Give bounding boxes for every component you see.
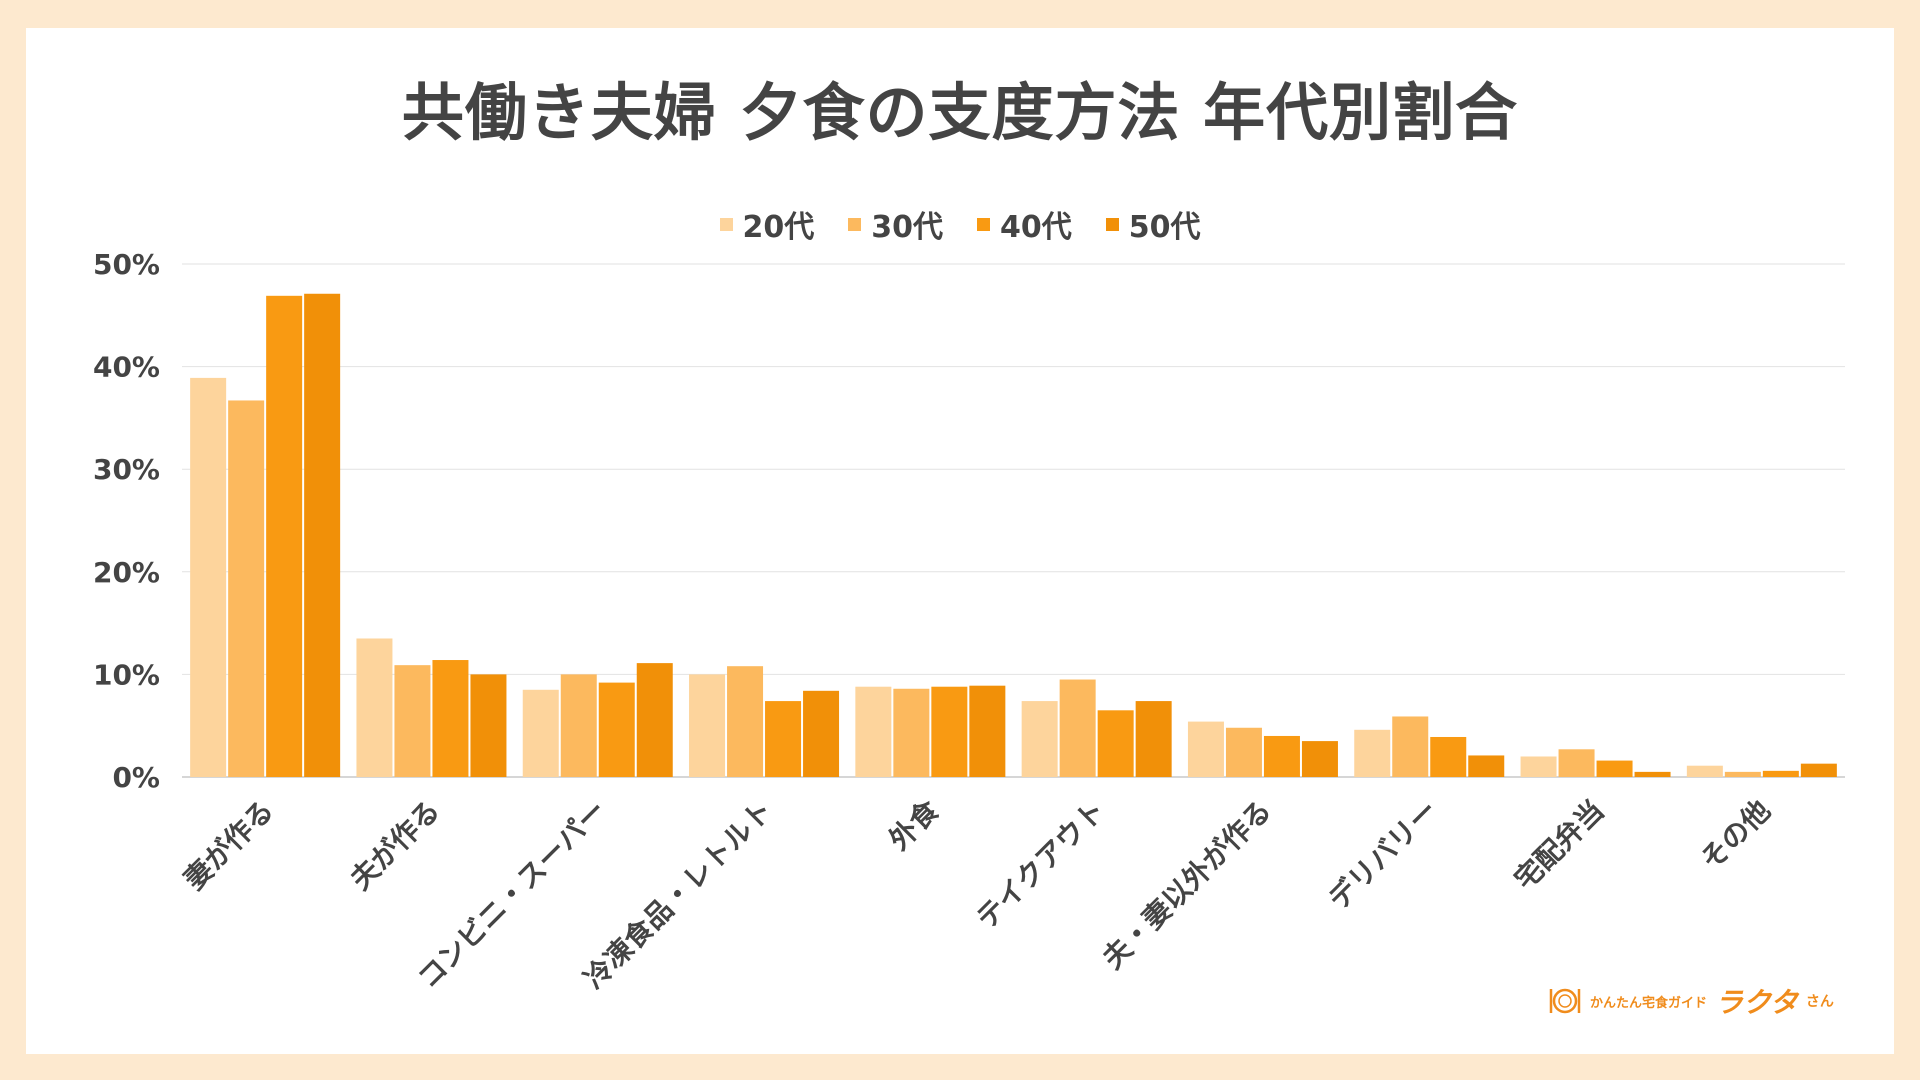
x-tick-label: その他 xyxy=(1694,794,1777,877)
logo-suffix: さん xyxy=(1805,994,1834,1010)
legend-label-50s: 50代 xyxy=(1128,210,1201,245)
bar-50代-冷凍食品・レトルト xyxy=(803,690,840,777)
x-tick-label: 冷凍食品・レトルト xyxy=(577,794,779,996)
bar-30代-コンビニ・スーパー xyxy=(560,674,597,777)
bar-30代-宅配弁当 xyxy=(1558,749,1595,777)
bar-30代-夫が作る xyxy=(394,665,431,777)
bar-20代-コンビニ・スーパー xyxy=(522,689,559,777)
legend-swatch-40s xyxy=(977,217,990,231)
x-tick-label: 夫が作る xyxy=(344,794,447,897)
bar-20代-冷凍食品・レトルト xyxy=(689,674,726,777)
plate-icon xyxy=(1549,988,1581,1014)
legend-item-40s: 40代 xyxy=(977,202,1072,246)
y-tick-label: 10% xyxy=(93,658,160,691)
bar-40代-妻が作る xyxy=(266,295,303,777)
bar-30代-妻が作る xyxy=(228,400,265,777)
bar-30代-外食 xyxy=(893,688,930,777)
bar-50代-その他 xyxy=(1800,763,1837,777)
logo-name: ラクタ xyxy=(1715,986,1798,1019)
x-tick-label: 宅配弁当 xyxy=(1508,794,1611,897)
y-tick-label: 30% xyxy=(93,453,160,486)
brand-logo: かんたん宅食ガイド ラクタ さん xyxy=(1548,982,1834,1020)
bar-50代-テイクアウト xyxy=(1135,701,1172,777)
x-tick-label: テイクアウト xyxy=(970,794,1112,936)
legend-label-20s: 20代 xyxy=(742,210,815,245)
y-tick-label: 0% xyxy=(112,761,160,794)
chart-legend: 20代 30代 40代 50代 xyxy=(0,202,1920,246)
y-tick-label: 40% xyxy=(93,351,160,384)
bar-30代-テイクアウト xyxy=(1059,679,1096,777)
bar-50代-宅配弁当 xyxy=(1634,771,1671,777)
bar-40代-デリバリー xyxy=(1430,736,1467,777)
bar-40代-夫・妻以外が作る xyxy=(1263,735,1300,777)
legend-item-50s: 50代 xyxy=(1105,202,1201,246)
gridlines xyxy=(182,263,1845,778)
bar-40代-宅配弁当 xyxy=(1596,760,1633,777)
legend-item-20s: 20代 xyxy=(719,202,815,246)
x-tick-label: 妻が作る xyxy=(178,794,281,897)
bar-20代-妻が作る xyxy=(190,377,227,777)
bar-50代-デリバリー xyxy=(1468,755,1505,777)
bar-50代-夫・妻以外が作る xyxy=(1301,741,1338,777)
chart-title: 共働き夫婦 夕食の支度方法 年代別割合 xyxy=(401,76,1519,149)
bar-50代-外食 xyxy=(969,685,1006,777)
bar-40代-その他 xyxy=(1762,770,1799,777)
x-tick-label: 外食 xyxy=(882,793,946,857)
x-tick-label: コンビニ・スーパー xyxy=(411,794,612,995)
bar-50代-妻が作る xyxy=(304,293,341,777)
bar-20代-テイクアウト xyxy=(1021,701,1058,777)
bar-20代-夫・妻以外が作る xyxy=(1187,721,1224,777)
bar-40代-外食 xyxy=(931,686,968,777)
legend-label-30s: 30代 xyxy=(871,210,943,245)
x-tick-label: 夫・妻以外が作る xyxy=(1096,794,1278,976)
y-tick-label: 20% xyxy=(93,556,160,589)
bar-20代-その他 xyxy=(1686,765,1723,777)
bar-30代-デリバリー xyxy=(1392,716,1429,777)
bar-40代-冷凍食品・レトルト xyxy=(765,701,802,777)
legend-swatch-30s xyxy=(848,217,862,231)
y-tick-label: 50% xyxy=(93,248,160,281)
bar-30代-夫・妻以外が作る xyxy=(1225,727,1262,777)
bar-20代-夫が作る xyxy=(356,638,393,777)
bar-20代-宅配弁当 xyxy=(1520,756,1557,777)
bar-50代-コンビニ・スーパー xyxy=(636,663,673,777)
bar-30代-冷凍食品・レトルト xyxy=(727,666,764,777)
legend-swatch-50s xyxy=(1105,217,1119,231)
legend-swatch-20s xyxy=(719,217,733,231)
bar-40代-テイクアウト xyxy=(1097,710,1134,777)
legend-label-40s: 40代 xyxy=(1000,210,1072,245)
bar-20代-デリバリー xyxy=(1354,729,1391,777)
bar-20代-外食 xyxy=(855,686,892,777)
bar-50代-夫が作る xyxy=(470,674,507,777)
bars xyxy=(190,293,1837,777)
x-tick-label: デリバリー xyxy=(1322,794,1444,916)
bar-30代-その他 xyxy=(1724,771,1761,777)
bar-40代-夫が作る xyxy=(432,660,469,777)
legend-item-30s: 30代 xyxy=(848,202,943,246)
logo-subtitle: かんたん宅食ガイド xyxy=(1590,995,1708,1011)
bar-40代-コンビニ・スーパー xyxy=(598,682,635,777)
y-axis: 0% 10% 20% 30% 40% 50% xyxy=(93,248,160,794)
